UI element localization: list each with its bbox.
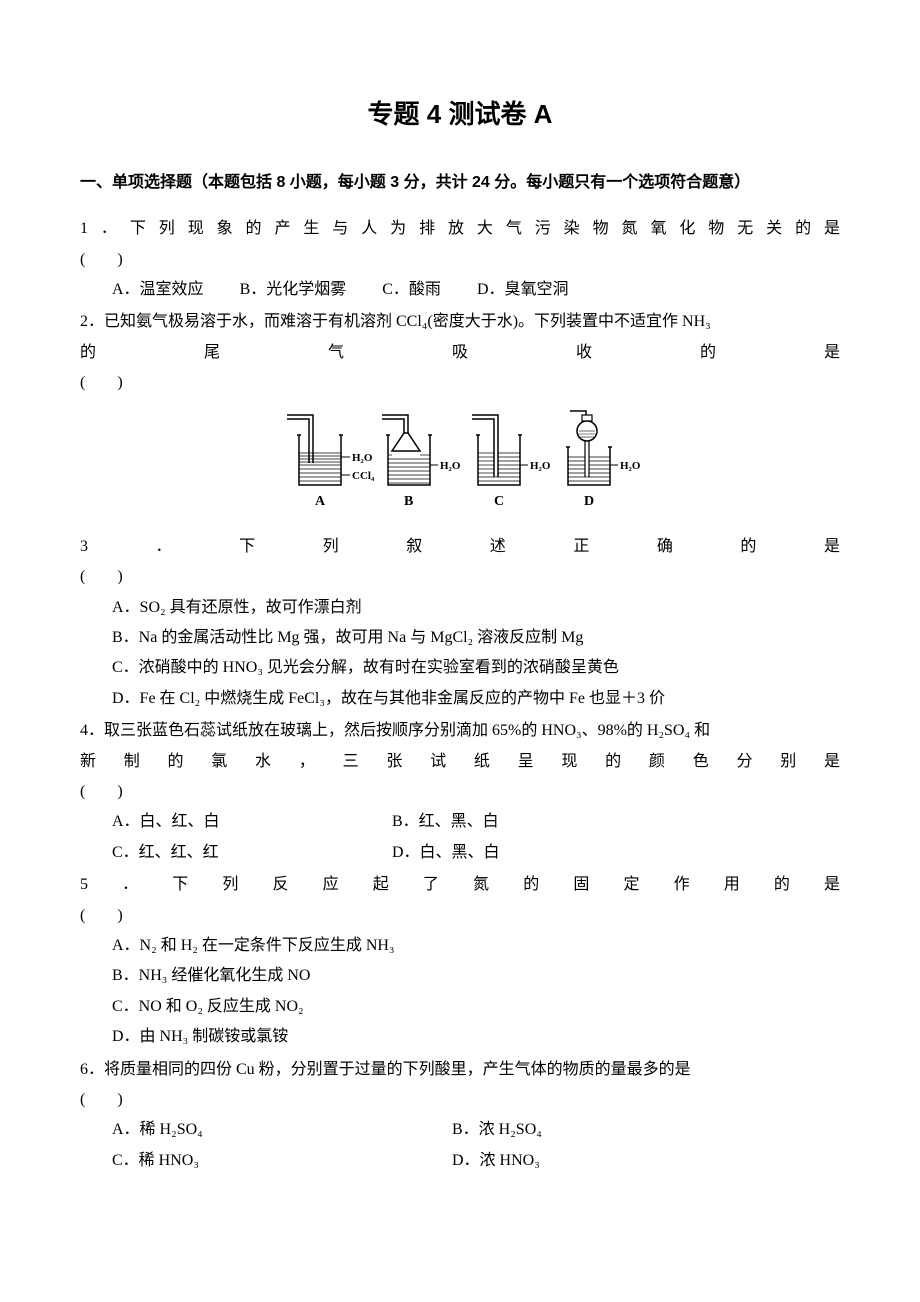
q1-opt-c: C．酸雨 [382,281,441,298]
q4-stem-line1: 4．取三张蓝色石蕊试纸放在玻璃上，然后按顺序分别滴加 65%的 HNO₃、98%… [80,716,840,746]
q6-options: A．稀 H₂SO₄ B．浓 H₂SO₄ C．稀 HNO₃ D．浓 HNO₃ [80,1115,840,1176]
question-2: 2．已知氨气极易溶于水，而难溶于有机溶剂 CCl₄(密度大于水)。下列装置中不适… [80,307,840,526]
q3-opt-a: A．SO₂ 具有还原性，故可作漂白剂 [112,593,840,623]
q6-opt-c: C．稀 HNO₃ [112,1146,452,1176]
q4-opt-a: A．白、红、白 [112,807,392,837]
q4-opt-d: D．白、黑、白 [392,838,672,868]
q5-stem: 5．下列反应起了氮的固定作用的是 [80,870,840,900]
q5-opt-b: B．NH₃ 经催化氧化生成 NO [112,961,840,991]
q5-options: A．N₂ 和 H₂ 在一定条件下反应生成 NH₃ B．NH₃ 经催化氧化生成 N… [80,931,840,1053]
q5-paren: ( ) [80,901,840,931]
diagram-label-d: D [584,494,594,509]
q4-options: A．白、红、白 B．红、黑、白 C．红、红、红 D．白、黑、白 [80,807,840,868]
q5-opt-d: D．由 NH₃ 制碳铵或氯铵 [112,1022,840,1052]
q3-paren: ( ) [80,562,840,592]
q3-opt-b: B．Na 的金属活动性比 Mg 强，故可用 Na 与 MgCl₂ 溶液反应制 M… [112,623,840,653]
q4-paren: ( ) [80,777,840,807]
diagram-b-h2o: H₂O [440,460,461,472]
diagram-label-b: B [404,494,413,509]
q4-opt-b: B．红、黑、白 [392,807,672,837]
q4-opt-c: C．红、红、红 [112,838,392,868]
q5-opt-c: C．NO 和 O₂ 反应生成 NO₂ [112,992,840,1022]
question-5: 5．下列反应起了氮的固定作用的是 ( ) A．N₂ 和 H₂ 在一定条件下反应生… [80,870,840,1052]
q1-paren: ( ) [80,245,840,275]
diagram-label-a: A [315,494,326,509]
q6-stem: 6．将质量相同的四份 Cu 粉，分别置于过量的下列酸里，产生气体的物质的量最多的… [80,1055,840,1085]
q1-options: A．温室效应 B．光化学烟雾 C．酸雨 D．臭氧空洞 [80,275,840,305]
diagram-a-ccl4: CCl₄ [352,470,375,482]
question-3: 3．下列叙述正确的是 ( ) A．SO₂ 具有还原性，故可作漂白剂 B．Na 的… [80,532,840,714]
diagram-c-h2o: H₂O [530,460,551,472]
q6-paren: ( ) [80,1085,840,1115]
q5-opt-a: A．N₂ 和 H₂ 在一定条件下反应生成 NH₃ [112,931,840,961]
q6-opt-d: D．浓 HNO₃ [452,1146,732,1176]
diagram-d-h2o: H₂O [620,460,641,472]
q6-opt-b: B．浓 H₂SO₄ [452,1115,732,1145]
q4-stem-line2: 新制的氯水，三张试纸呈现的颜色分别是 [80,747,840,777]
q1-opt-a: A．温室效应 [112,281,204,298]
diagram-a-h2o: H₂O [352,452,373,464]
q3-opt-d: D．Fe 在 Cl₂ 中燃烧生成 FeCl₃，故在与其他非金属反应的产物中 Fe… [112,684,840,714]
q1-stem: 1．下列现象的产生与人为排放大气污染物氮氧化物无关的是 [80,214,840,244]
q2-stem-line1: 2．已知氨气极易溶于水，而难溶于有机溶剂 CCl₄(密度大于水)。下列装置中不适… [80,307,840,337]
q2-paren: ( ) [80,368,840,398]
q6-opt-a: A．稀 H₂SO₄ [112,1115,452,1145]
q1-opt-d: D．臭氧空洞 [477,281,569,298]
q3-opt-c: C．浓硝酸中的 HNO₃ 见光会分解，故有时在实验室看到的浓硝酸呈黄色 [112,653,840,683]
section-1-header: 一、单项选择题（本题包括 8 小题，每小题 3 分，共计 24 分。每小题只有一… [80,165,840,202]
q2-diagram: H₂O CCl₄ A [80,405,840,526]
q3-stem: 3．下列叙述正确的是 [80,532,840,562]
q3-options: A．SO₂ 具有还原性，故可作漂白剂 B．Na 的金属活动性比 Mg 强，故可用… [80,593,840,715]
page-title: 专题 4 测试卷 A [80,90,840,139]
diagram-label-c: C [494,494,504,509]
q2-stem-line2: 的尾气吸收的是 [80,338,840,368]
question-6: 6．将质量相同的四份 Cu 粉，分别置于过量的下列酸里，产生气体的物质的量最多的… [80,1055,840,1177]
question-1: 1．下列现象的产生与人为排放大气污染物氮氧化物无关的是 ( ) A．温室效应 B… [80,214,840,305]
question-4: 4．取三张蓝色石蕊试纸放在玻璃上，然后按顺序分别滴加 65%的 HNO₃、98%… [80,716,840,868]
q1-opt-b: B．光化学烟雾 [240,281,347,298]
